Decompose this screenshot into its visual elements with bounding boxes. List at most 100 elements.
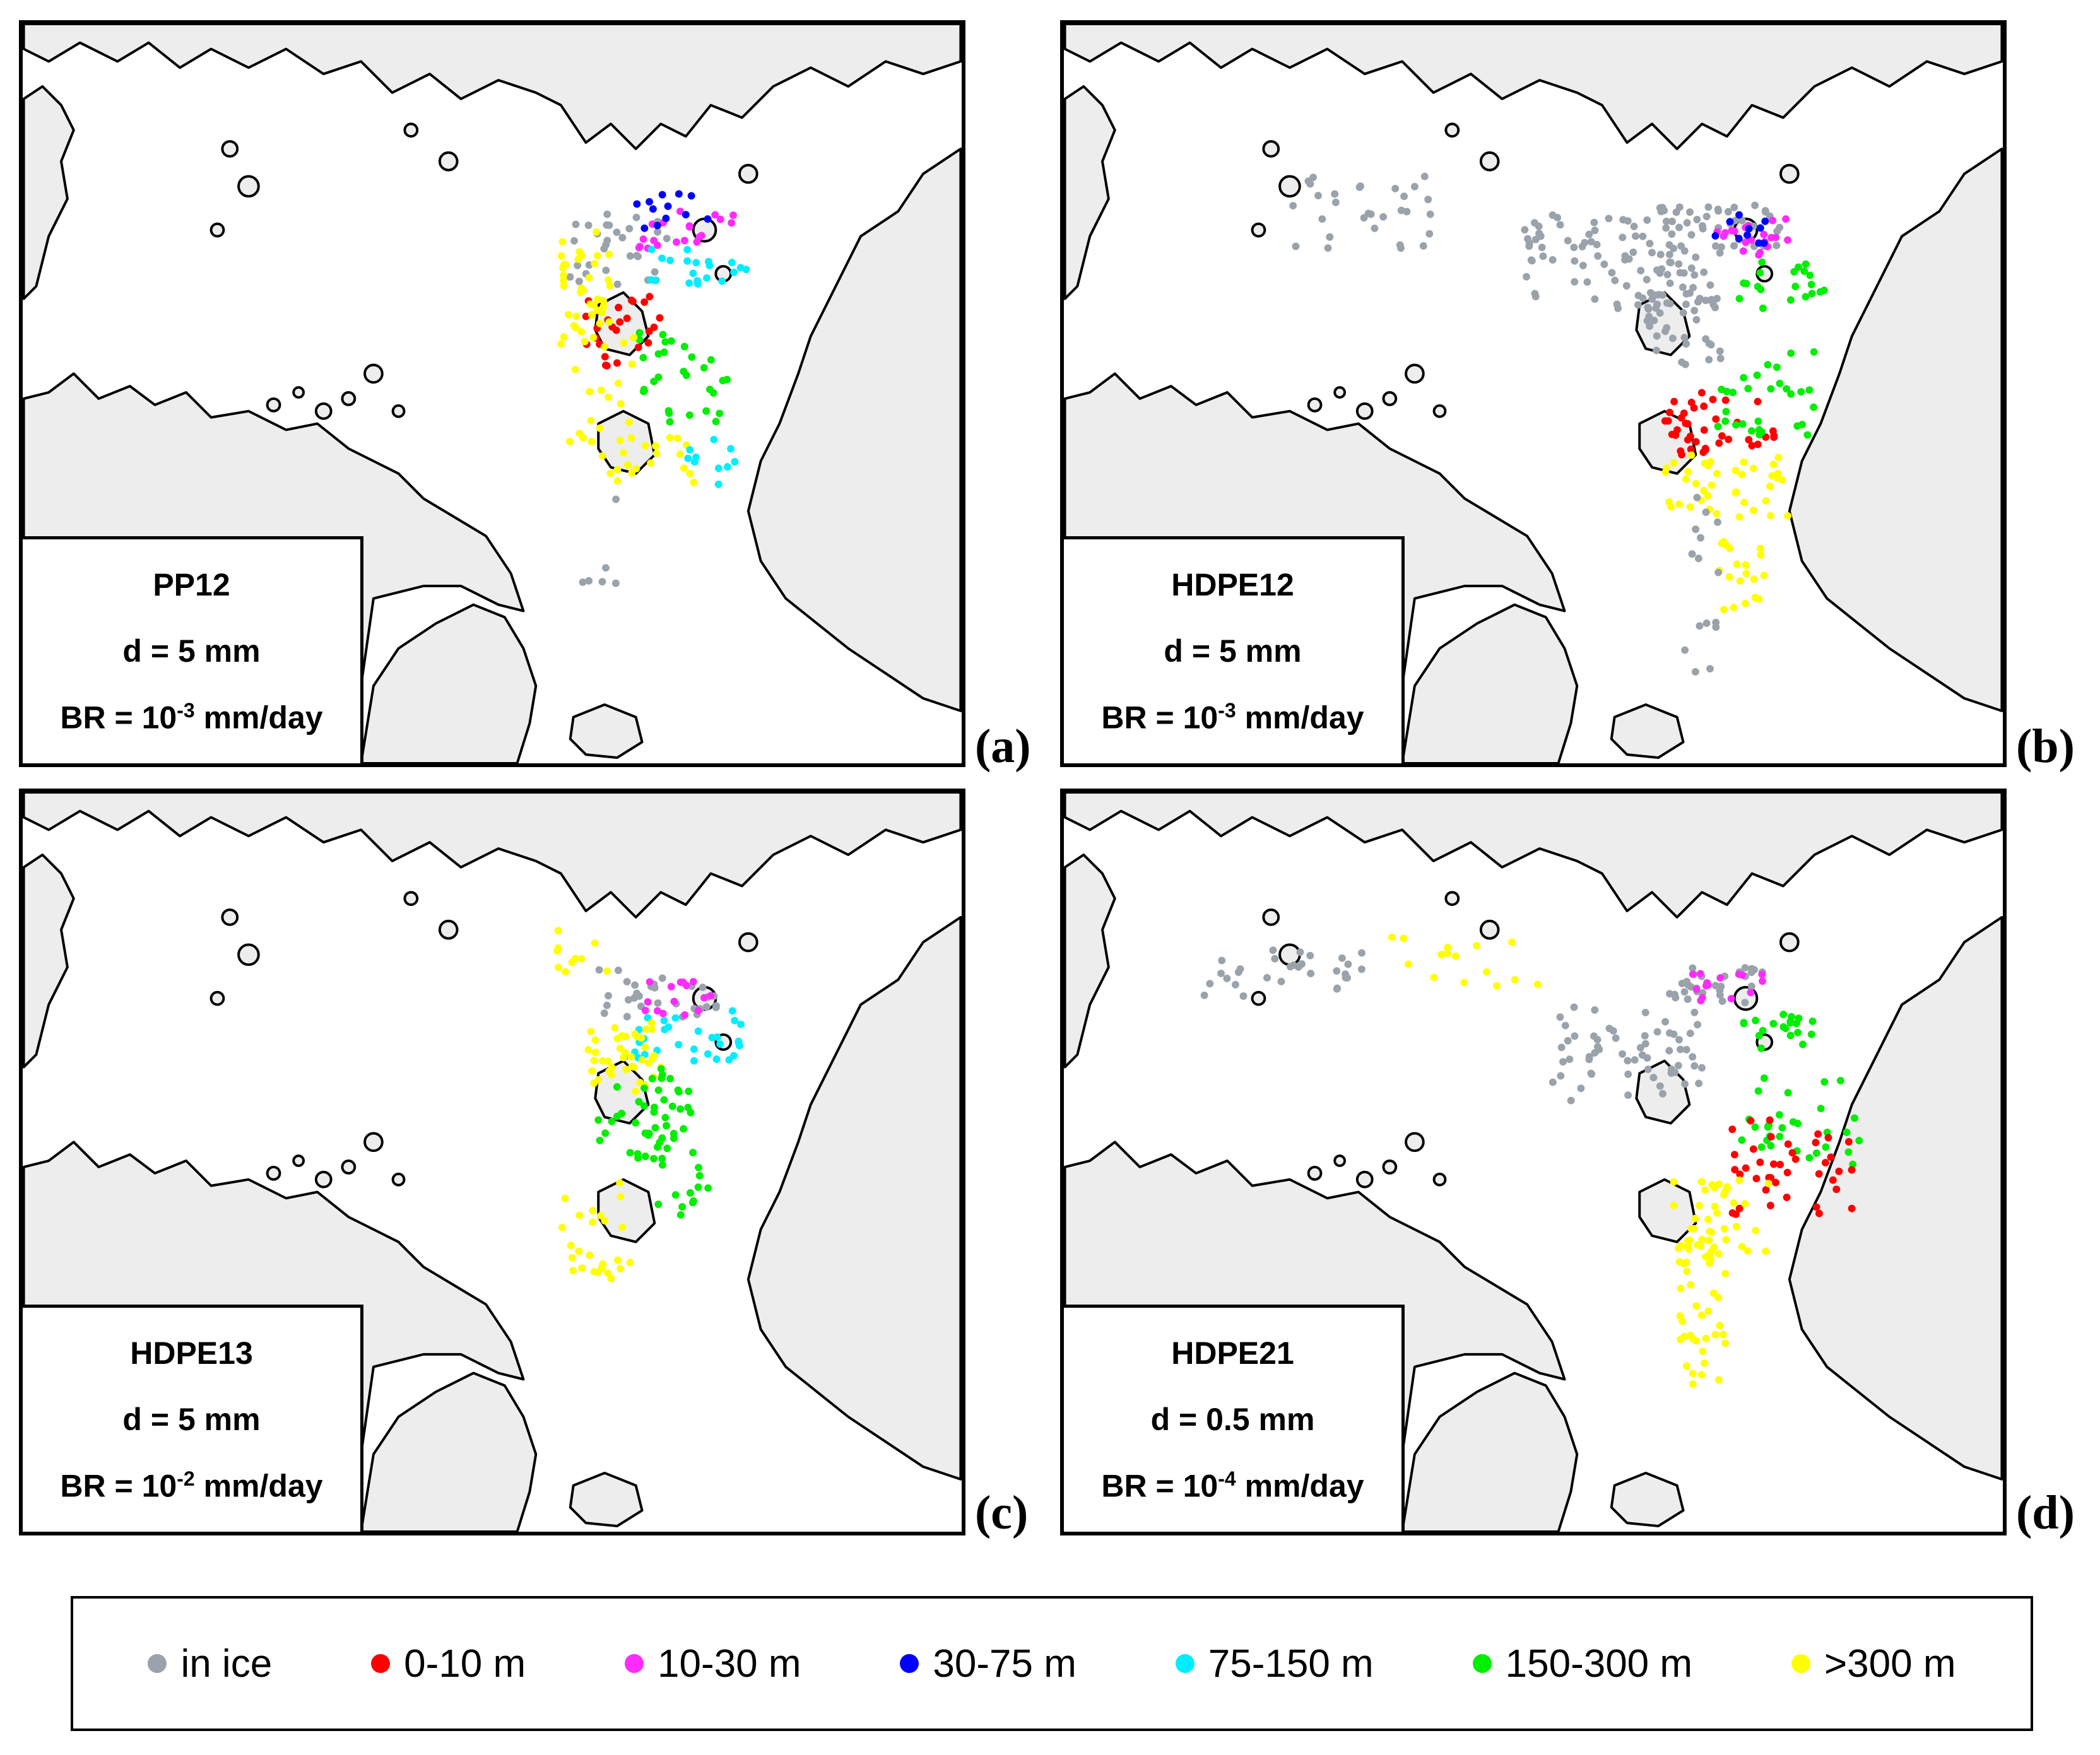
- particle-dot: [1714, 518, 1721, 526]
- particle-dot: [695, 1163, 702, 1171]
- particle-dot: [1767, 233, 1775, 242]
- particle-dot: [1521, 226, 1529, 234]
- particle-dot: [688, 1199, 697, 1207]
- arctic-map-a: [23, 24, 962, 763]
- particle-dot: [613, 1083, 621, 1091]
- particle-dot: [587, 416, 595, 425]
- particle-dot: [1791, 283, 1800, 290]
- particle-dot: [650, 237, 658, 245]
- particle-dot: [1700, 1359, 1708, 1367]
- particle-dot: [1587, 1069, 1595, 1077]
- particle-dot: [1571, 257, 1579, 265]
- particle-dot: [1794, 1028, 1802, 1036]
- particle-dot: [1624, 1057, 1632, 1065]
- particle-dot: [670, 1134, 678, 1142]
- particle-dot: [1410, 182, 1419, 191]
- particle-dot: [1730, 1151, 1738, 1159]
- particle-dot: [640, 1084, 648, 1092]
- land-mass: [23, 24, 962, 150]
- particle-dot: [640, 1102, 648, 1110]
- particle-dot: [1579, 261, 1587, 269]
- particle-dot: [1757, 285, 1765, 293]
- particle-dot: [603, 967, 611, 975]
- particle-dot: [642, 1025, 650, 1033]
- particle-dot: [1653, 332, 1661, 340]
- particle-dot: [1680, 1332, 1689, 1341]
- particle-dot: [1706, 665, 1714, 672]
- particle-dot: [1548, 256, 1557, 264]
- island: [438, 919, 459, 940]
- particle-dot: [690, 1057, 698, 1065]
- particle-dot: [1716, 355, 1725, 363]
- island: [1479, 919, 1500, 940]
- particle-dot: [614, 379, 622, 387]
- particle-dot: [561, 1194, 569, 1202]
- particle-dot: [1714, 1250, 1723, 1258]
- particle-dot: [653, 221, 661, 230]
- island: [738, 932, 758, 953]
- legend-label: 10-30 m: [658, 1641, 801, 1686]
- land-mass: [1610, 703, 1685, 760]
- particle-dot: [1784, 512, 1792, 520]
- particle-dot: [1690, 404, 1698, 412]
- particle-dot: [1690, 1062, 1699, 1070]
- particle-dot: [613, 1256, 622, 1264]
- particle-dot: [1298, 960, 1306, 968]
- yellow-dot-icon: [1791, 1654, 1810, 1673]
- particle-dot: [1738, 471, 1746, 479]
- particle-dot: [694, 1007, 702, 1015]
- particle-dot: [1832, 1185, 1841, 1194]
- land-mass: [1064, 792, 2003, 919]
- particle-dot: [1670, 459, 1678, 467]
- particle-diameter: d = 5 mm: [1164, 633, 1302, 669]
- island: [314, 402, 333, 420]
- particle-dot: [1755, 239, 1763, 247]
- particle-dot: [707, 992, 715, 1000]
- particle-dot: [1444, 943, 1452, 951]
- particle-dot: [1740, 373, 1748, 382]
- particle-dot: [603, 1001, 611, 1009]
- particle-dot: [587, 1028, 595, 1036]
- experiment-name: HDPE21: [1171, 1335, 1294, 1371]
- particle-dot: [575, 430, 584, 437]
- particle-dot: [1742, 561, 1750, 569]
- particle-dot: [578, 1264, 586, 1272]
- land-mass: [597, 1178, 656, 1243]
- particle-dot: [1239, 992, 1248, 1000]
- particle-dot: [1637, 267, 1645, 274]
- particle-dot: [1675, 203, 1684, 211]
- island: [1307, 397, 1323, 413]
- land-mass: [1788, 915, 2003, 1481]
- legend-label: 75-150 m: [1208, 1641, 1374, 1686]
- particle-dot: [1682, 1362, 1690, 1370]
- particle-dot: [704, 257, 712, 266]
- particle-dot: [681, 1011, 689, 1019]
- particle-dot: [685, 1088, 693, 1095]
- particle-dot: [666, 434, 674, 442]
- particle-dot: [1697, 1371, 1706, 1379]
- particle-dot: [1741, 999, 1749, 1007]
- particle-dot: [616, 437, 624, 444]
- particle-dot: [1508, 938, 1516, 946]
- particle-dot: [567, 1241, 575, 1250]
- particle-dot: [604, 1057, 612, 1065]
- particle-dot: [632, 213, 640, 221]
- particle-dot: [702, 1003, 711, 1011]
- particle-dot: [1379, 213, 1388, 221]
- particle-dot: [1735, 970, 1743, 978]
- particle-dot: [1661, 1018, 1669, 1026]
- particle-dot: [1577, 1084, 1585, 1093]
- particle-dot: [601, 353, 609, 361]
- particle-dot: [643, 1129, 651, 1137]
- particle-dot: [1808, 290, 1816, 298]
- land-mass: [1610, 1471, 1685, 1528]
- particle-dot: [616, 1045, 624, 1052]
- particle-dot: [728, 1007, 736, 1015]
- particle-dot: [1715, 1180, 1723, 1189]
- particle-dot: [1757, 551, 1765, 559]
- particle-dot: [1697, 1312, 1706, 1320]
- particle-dot: [1690, 271, 1699, 279]
- particle-dot: [640, 385, 648, 394]
- particle-dot: [742, 266, 750, 273]
- particle-dot: [1646, 240, 1654, 247]
